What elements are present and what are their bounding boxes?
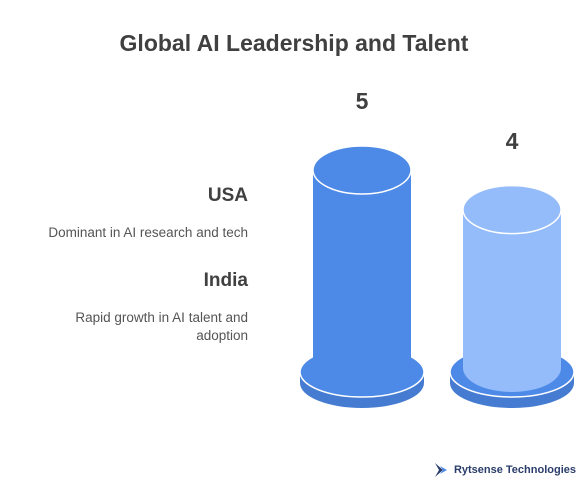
category-name-usa: USA bbox=[207, 185, 248, 206]
cylinder-top-usa bbox=[312, 145, 412, 195]
label-india: India Rapid growth in AI talent and adop… bbox=[8, 270, 248, 345]
label-usa: USA Dominant in AI research and tech bbox=[8, 185, 248, 242]
value-label-india: 4 bbox=[505, 127, 519, 154]
footer-brand-name: Rytsense Technologies bbox=[453, 464, 576, 476]
footer-brand: Rytsense Technologies bbox=[433, 462, 576, 478]
cylinder-top-india bbox=[462, 184, 562, 235]
value-label-usa: 5 bbox=[355, 88, 369, 114]
chart-title: Global AI Leadership and Talent bbox=[119, 30, 469, 56]
category-name-india: India bbox=[203, 270, 248, 291]
category-description-usa: Dominant in AI research and tech bbox=[48, 225, 248, 240]
cylinder-body-india bbox=[463, 209, 561, 392]
cylinder-body-usa bbox=[313, 170, 411, 392]
category-description-india: Rapid growth in AI talent and adoption bbox=[75, 310, 248, 343]
rytsense-logo-icon bbox=[434, 463, 447, 477]
